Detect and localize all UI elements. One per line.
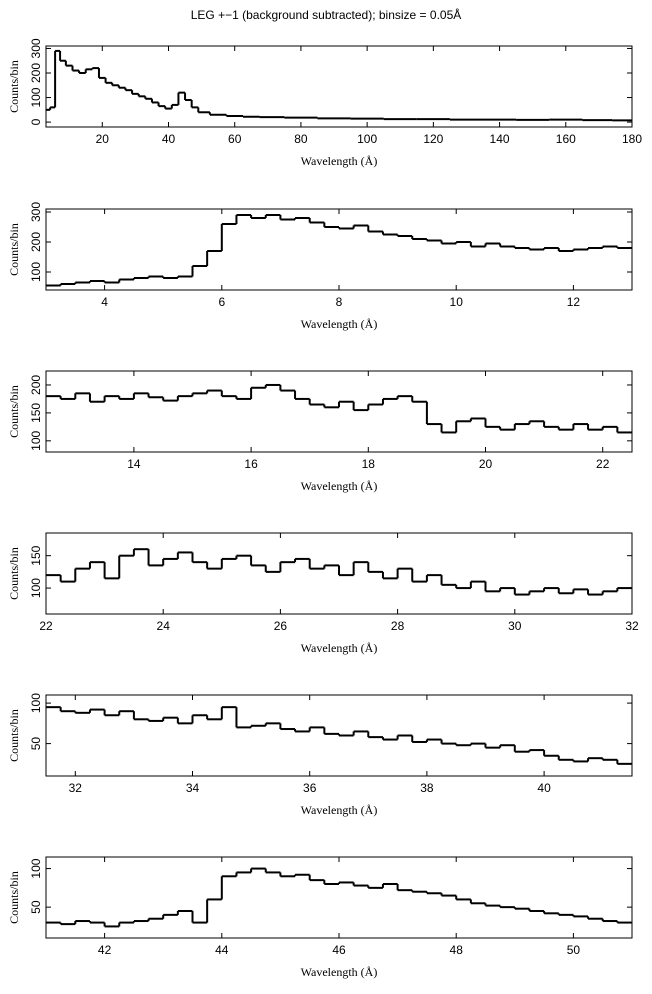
plot-area	[46, 706, 632, 765]
plot-frame	[45, 694, 633, 777]
x-tick-label: 38	[420, 781, 434, 795]
plot-frame	[45, 370, 633, 453]
x-tick-label: 30	[508, 619, 522, 633]
x-tick-label: 12	[567, 295, 581, 309]
x-tick-label: 100	[357, 132, 377, 146]
x-tick-label: 22	[39, 619, 53, 633]
x-tick-label: 42	[98, 943, 112, 957]
x-tick-label: 8	[336, 295, 343, 309]
x-tick-label: 36	[303, 781, 317, 795]
chart-title: LEG +−1 (background subtracted); binsize…	[191, 7, 462, 22]
x-axis-label: Wavelength (Å)	[301, 641, 378, 655]
y-axis-label: Counts/bin	[7, 223, 21, 276]
y-tick-label: 0	[29, 118, 43, 125]
x-tick-label: 180	[622, 132, 642, 146]
x-tick-label: 20	[96, 132, 110, 146]
x-axis-label: Wavelength (Å)	[301, 965, 378, 979]
y-axis-label: Counts/bin	[7, 385, 21, 438]
x-tick-label: 20	[479, 457, 493, 471]
x-tick-label: 140	[490, 132, 510, 146]
x-tick-label: 28	[391, 619, 405, 633]
y-tick-label: 100	[29, 262, 43, 282]
plot-frame	[45, 45, 633, 128]
x-tick-label: 34	[186, 781, 200, 795]
x-tick-label: 44	[215, 943, 229, 957]
x-axis-label: Wavelength (Å)	[301, 479, 378, 493]
y-axis-label: Counts/bin	[7, 871, 21, 924]
y-tick-label: 50	[29, 737, 43, 751]
x-tick-label: 32	[625, 619, 639, 633]
x-axis-label: Wavelength (Å)	[301, 317, 378, 331]
x-tick-label: 60	[228, 132, 242, 146]
x-tick-label: 40	[162, 132, 176, 146]
x-tick-label: 40	[537, 781, 551, 795]
plot-frame	[45, 532, 633, 615]
y-tick-label: 200	[29, 375, 43, 395]
y-axis-label: Counts/bin	[7, 60, 21, 113]
y-tick-label: 300	[29, 202, 43, 222]
x-tick-label: 16	[244, 457, 258, 471]
x-tick-label: 32	[69, 781, 83, 795]
x-tick-label: 10	[450, 295, 464, 309]
plot-area	[46, 548, 632, 596]
plot-area	[46, 214, 632, 287]
x-tick-label: 46	[332, 943, 346, 957]
x-tick-label: 160	[556, 132, 576, 146]
x-axis-label: Wavelength (Å)	[301, 803, 378, 817]
y-tick-label: 100	[29, 430, 43, 450]
plot-frame	[45, 856, 633, 939]
x-tick-label: 80	[294, 132, 308, 146]
x-tick-label: 120	[423, 132, 443, 146]
x-tick-label: 26	[274, 619, 288, 633]
y-tick-label: 300	[29, 38, 43, 58]
y-axis-label: Counts/bin	[7, 547, 21, 600]
y-tick-label: 100	[29, 578, 43, 598]
x-tick-label: 6	[218, 295, 225, 309]
plot-area	[46, 383, 632, 434]
x-tick-label: 48	[450, 943, 464, 957]
y-tick-label: 50	[29, 900, 43, 914]
y-tick-label: 100	[29, 858, 43, 878]
y-tick-label: 100	[29, 87, 43, 107]
plot-area	[46, 49, 632, 122]
x-tick-label: 22	[596, 457, 610, 471]
plot-area	[46, 867, 632, 928]
x-tick-label: 24	[157, 619, 171, 633]
x-tick-label: 4	[101, 295, 108, 309]
y-tick-label: 150	[29, 545, 43, 565]
y-tick-label: 150	[29, 403, 43, 423]
x-tick-label: 50	[567, 943, 581, 957]
x-tick-label: 14	[127, 457, 141, 471]
y-tick-label: 100	[29, 693, 43, 713]
y-tick-label: 200	[29, 63, 43, 83]
y-tick-label: 200	[29, 232, 43, 252]
x-tick-label: 18	[362, 457, 376, 471]
y-axis-label: Counts/bin	[7, 709, 21, 762]
x-axis-label: Wavelength (Å)	[301, 154, 378, 168]
